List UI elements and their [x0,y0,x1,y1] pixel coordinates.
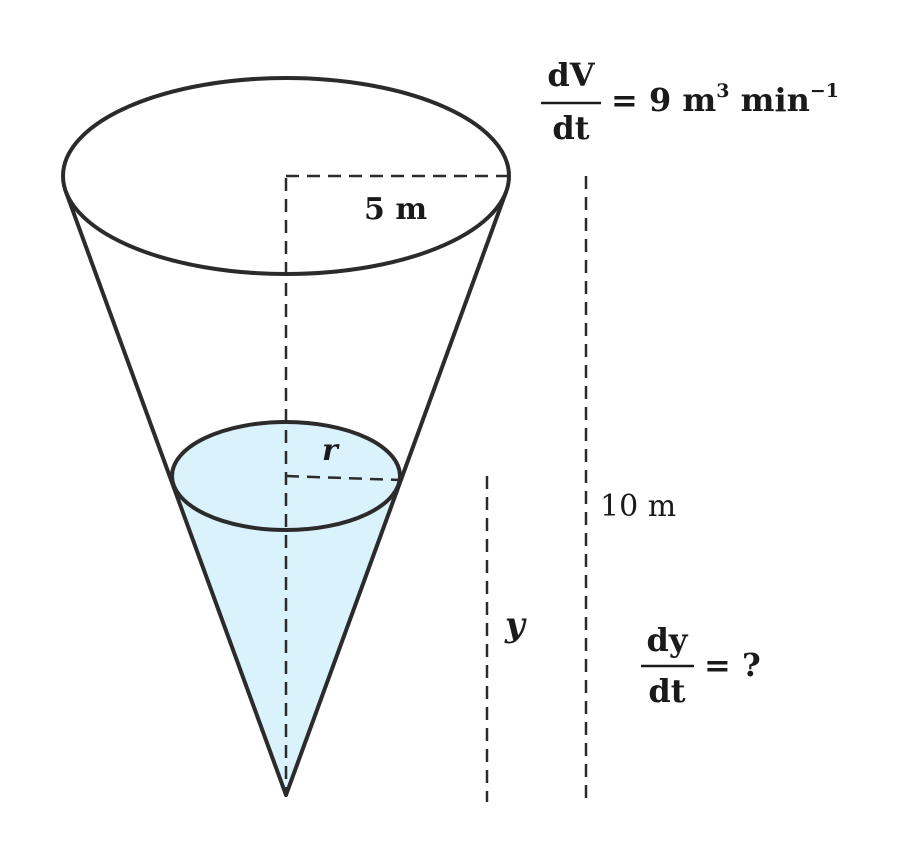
volume-rate-equation: dV dt = 9 m3 min−1 [541,56,839,147]
dv-value: = 9 m3 min−1 [611,80,839,119]
dy-value: = ? [704,646,761,684]
height-label: 10 m [600,489,676,524]
dy-denominator: dt [648,672,685,710]
water-radius-line [285,474,401,482]
top-radius-label: 5 m [364,192,427,227]
depth-rate-equation: dy dt = ? [641,621,761,710]
water-radius-label: r [322,433,340,468]
depth-label: y [504,605,527,645]
dv-denominator: dt [552,109,589,147]
dv-numerator: dV [547,56,595,94]
dy-numerator: dy [647,621,689,659]
